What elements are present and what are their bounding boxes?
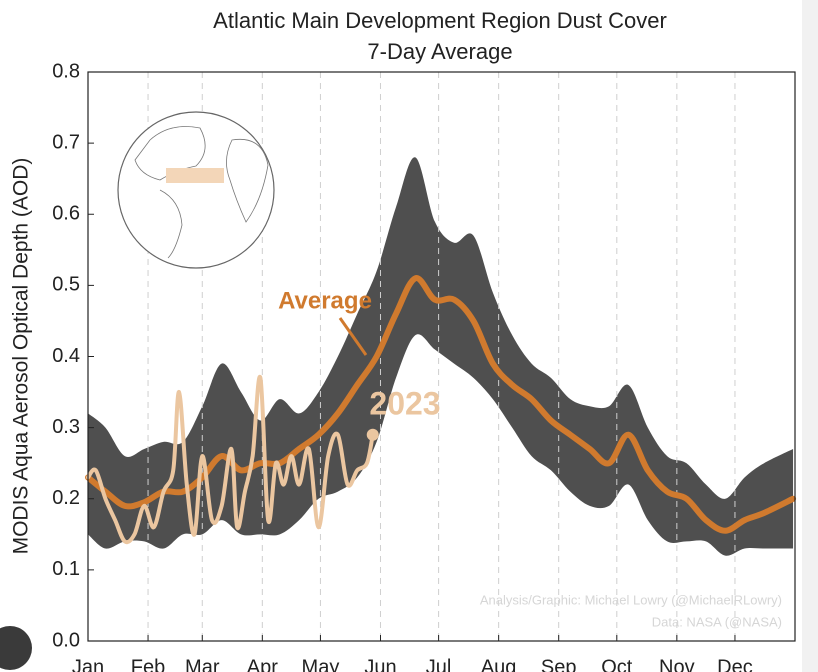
y-tick-label: 0.3 [52,416,80,438]
series-annotation: 2023 [369,385,440,421]
annotation-leader [338,317,368,356]
x-tick-label: Sep [541,656,577,672]
chart-subtitle: 7-Day Average [367,39,512,64]
globe [117,111,275,269]
plot-area: Average 2023 0.0 0.1 0.2 0.3 0.4 0.5 0.6 0.7 0.8 Ja… [52,60,797,672]
y-tick-label: 0.8 [52,60,80,82]
mdr-box [166,168,224,183]
credit: Analysis/Graphic: Michael Lowry (@Michae… [480,592,782,607]
series-line [85,275,797,534]
series-annotation: Average [278,287,372,314]
x-tick-label: Jun [364,656,396,672]
globe-land [134,126,206,181]
x-tick-label: Oct [601,656,633,672]
globe-land [159,189,183,259]
x-tick-label: Aug [481,656,517,672]
y-tick-label: 0.5 [52,274,80,296]
x-tick-label: Mar [185,656,220,672]
y-tick-label: 0.4 [52,345,80,367]
y-tick-label: 0.1 [52,558,80,580]
y-tick-label: 0.0 [52,629,80,651]
x-tick-label: Jul [426,656,452,672]
x-tick-label: Nov [659,656,695,672]
corner-icon [0,626,32,670]
y-tick-label: 0.6 [52,203,80,225]
y-axis-label: MODIS Aqua Aerosol Optical Depth (AOD) [10,158,33,555]
x-tick-label: May [302,656,340,672]
credit: Data: NASA (@NASA) [652,614,782,629]
series-line [86,374,375,545]
chart-title: Atlantic Main Development Region Dust Co… [213,8,667,33]
x-tick-label: Dec [717,656,753,672]
y-tick-label: 0.2 [52,487,80,509]
globe-land [226,138,269,223]
x-tick-label: Apr [247,656,278,672]
globe-inset [117,111,275,269]
x-tick-label: Feb [131,656,165,672]
end-point [366,428,379,441]
x-tick-label: Jan [72,656,104,672]
y-tick-label: 0.7 [52,131,80,153]
side-strip [802,0,818,672]
